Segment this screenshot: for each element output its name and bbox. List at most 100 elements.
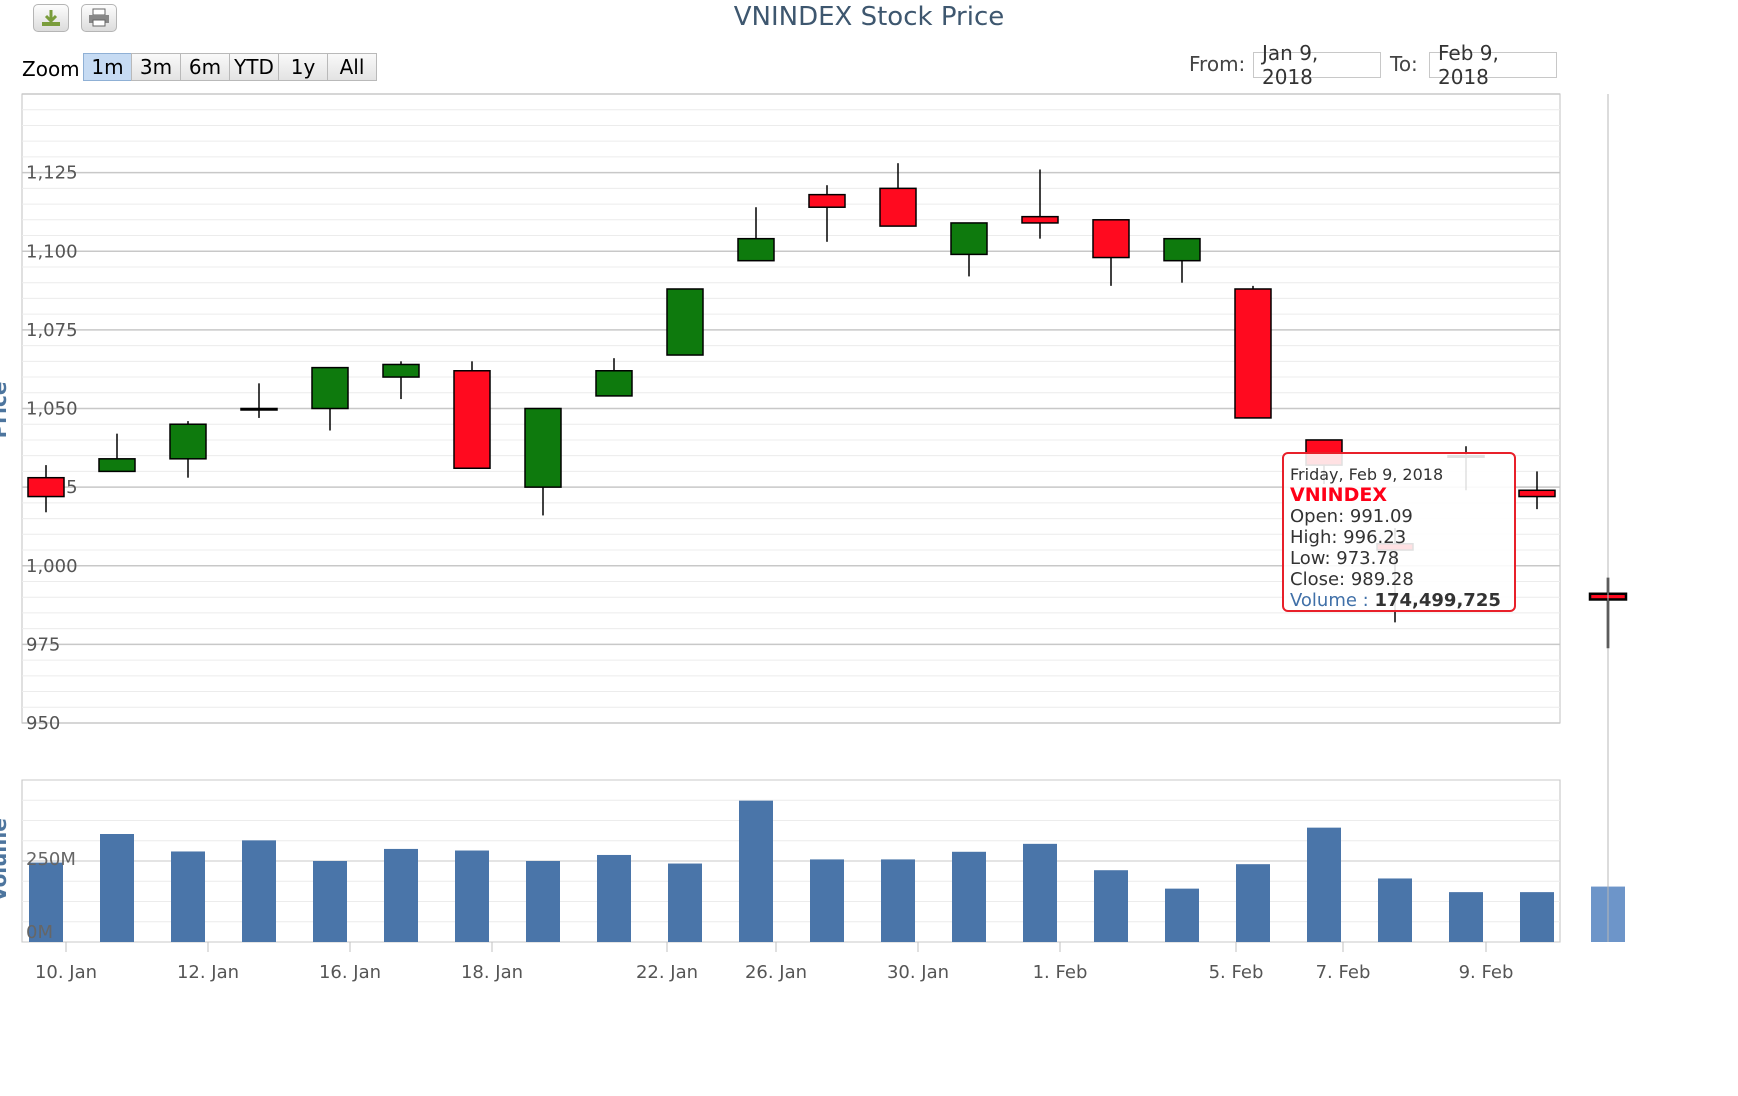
volume-axis-title: Volume (0, 818, 11, 902)
volume-bar (739, 800, 773, 942)
x-tick-label: 22. Jan (636, 962, 698, 983)
tooltip-close: Close: 989.28 (1290, 569, 1508, 590)
x-tick-label: 9. Feb (1459, 962, 1514, 983)
x-tick-label: 1. Feb (1033, 962, 1088, 983)
candle-body-up (737, 237, 775, 262)
tooltip-open-label: Open: (1290, 506, 1345, 527)
candle (879, 163, 917, 227)
candle (1092, 219, 1130, 286)
volume-bar (242, 840, 276, 942)
volume-bar (455, 850, 489, 942)
candle-body-down (1092, 219, 1130, 259)
volume-bar (1307, 827, 1341, 942)
x-tick-label: 7. Feb (1316, 962, 1371, 983)
x-tick-label: 10. Jan (35, 962, 97, 983)
price-tick-label: 1,075 (26, 320, 78, 341)
candle (1518, 471, 1556, 510)
candle-body-down (1518, 489, 1556, 498)
candle (98, 433, 136, 473)
volume-bar (171, 851, 205, 942)
to-label: To: (1390, 52, 1418, 76)
volume-bar (1449, 892, 1483, 942)
zoom-ytd-button[interactable]: YTD (229, 53, 279, 81)
tooltip-low: Low: 973.78 (1290, 548, 1508, 569)
print-button[interactable] (81, 4, 117, 32)
tooltip-high-label: High: (1290, 527, 1338, 548)
candle (524, 407, 562, 516)
price-tick-label: 1,050 (26, 399, 78, 420)
tooltip-date: Friday, Feb 9, 2018 (1290, 465, 1444, 484)
zoom-all-button[interactable]: All (327, 53, 377, 81)
candle-body-up (1163, 237, 1201, 262)
candle-body-up (950, 222, 988, 256)
price-tick-label: 975 (26, 634, 60, 655)
candle (453, 361, 491, 470)
price-axis-title: Price (0, 382, 11, 439)
candle (169, 421, 207, 478)
candle-body-down (879, 187, 917, 227)
candle (950, 222, 988, 277)
x-tick-label: 5. Feb (1209, 962, 1264, 983)
candle (240, 383, 278, 418)
tooltip-volume-value: 174,499,725 (1374, 590, 1501, 611)
tooltip-volume-label: Volume (1290, 590, 1357, 611)
download-button[interactable] (33, 4, 69, 32)
from-label: From: (1189, 52, 1246, 76)
candle-body-down (808, 193, 846, 208)
volume-bar (668, 863, 702, 942)
volume-bar (1023, 843, 1057, 942)
chart-title: VNINDEX Stock Price (733, 2, 1005, 32)
candle-body-down (1021, 215, 1059, 224)
price-tick-label: 1,000 (26, 556, 78, 577)
tooltip: Friday, Feb 9, 2018 VNINDEX Open: 991.09… (1282, 452, 1516, 612)
candle-body-up (169, 423, 207, 460)
price-tick-label: 1,100 (26, 241, 78, 262)
volume-bar (313, 861, 347, 942)
volume-bar (952, 851, 986, 942)
candle (1234, 285, 1272, 419)
price-tick-label: 950 (26, 713, 60, 734)
volume-tick-label: 250M (26, 849, 76, 870)
candle (737, 207, 775, 262)
x-tick-label: 12. Jan (177, 962, 239, 983)
tooltip-open-value: 991.09 (1349, 506, 1413, 527)
candle-body-down (27, 476, 65, 498)
volume-bar (100, 834, 134, 942)
tooltip-close-label: Close: (1290, 569, 1346, 590)
candle-body-up (311, 366, 349, 410)
candle (27, 465, 65, 513)
x-tick-label: 18. Jan (461, 962, 523, 983)
download-icon (42, 10, 60, 26)
print-icon (89, 8, 109, 27)
candle (311, 366, 349, 431)
zoom-1m-button[interactable]: 1m (83, 53, 132, 81)
candle-body-up (524, 407, 562, 488)
tooltip-series-name: VNINDEX (1290, 484, 1387, 506)
tooltip-open: Open: 991.09 (1290, 506, 1508, 527)
volume-bar (881, 859, 915, 942)
price-tick-label: 1,125 (26, 163, 78, 184)
volume-tick-label: 0M (26, 922, 53, 943)
x-tick-label: 26. Jan (745, 962, 807, 983)
candle (1163, 237, 1201, 283)
volume-bar (1165, 888, 1199, 942)
candle (666, 288, 704, 356)
candle-body-up (666, 288, 704, 356)
volume-bar (597, 854, 631, 942)
tooltip-low-label: Low: (1290, 548, 1331, 569)
candle-body-down (453, 370, 491, 470)
zoom-3m-button[interactable]: 3m (131, 53, 181, 81)
zoom-1y-button[interactable]: 1y (278, 53, 328, 81)
tooltip-high-value: 996.23 (1343, 527, 1407, 548)
candle-body-down (1234, 288, 1272, 419)
candle (1021, 169, 1059, 239)
candle-body-up (382, 363, 420, 378)
candle (382, 361, 420, 400)
tooltip-high: High: 996.23 (1290, 527, 1508, 548)
candle (595, 358, 633, 397)
volume-bar (384, 848, 418, 942)
tooltip-close-value: 989.28 (1350, 569, 1414, 590)
volume-bar (1236, 864, 1270, 942)
volume-bar (29, 862, 63, 942)
